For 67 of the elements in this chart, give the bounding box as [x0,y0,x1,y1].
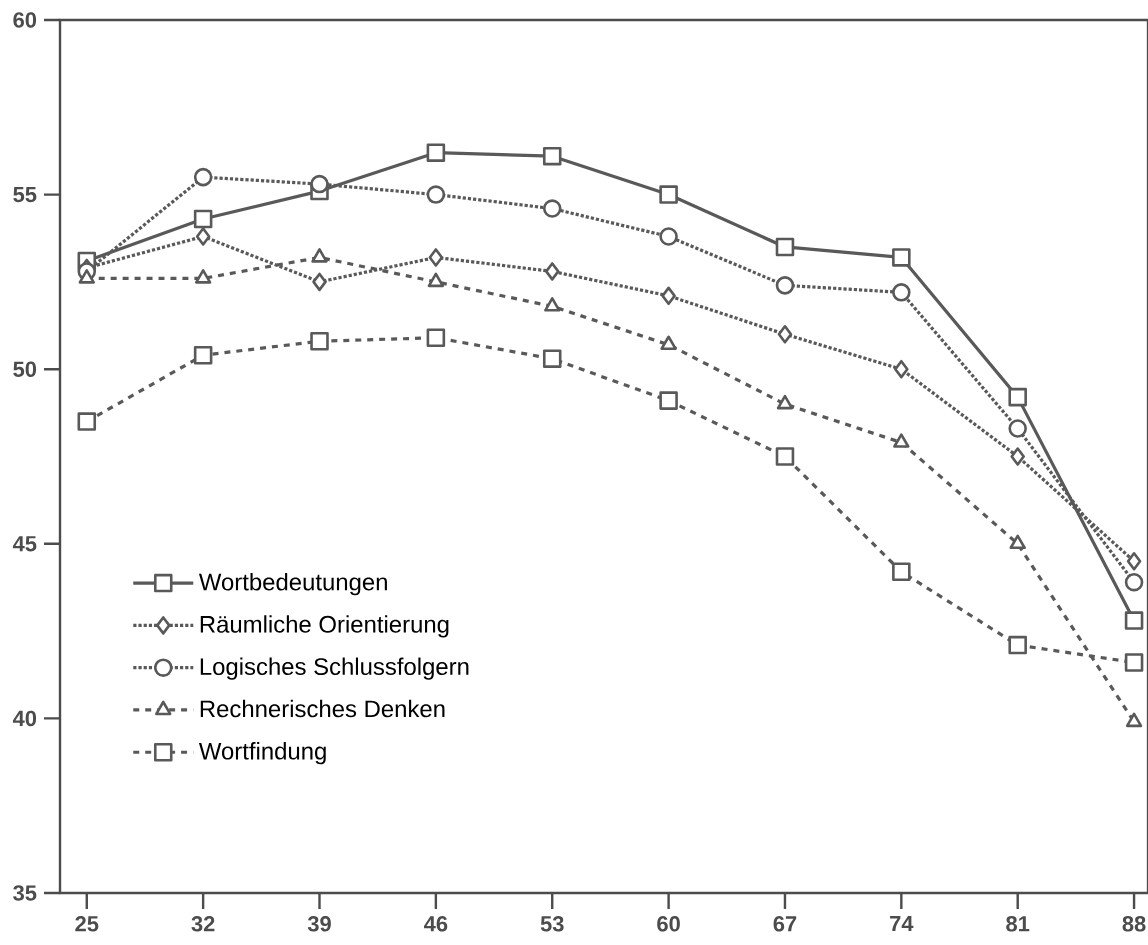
point [1124,611,1144,630]
point [661,286,676,306]
y-tick-label: 60 [13,12,37,28]
point [775,237,795,257]
legend-label: Räumliche Orientierung [200,615,449,638]
point [195,227,211,246]
point [892,248,911,267]
point [426,328,446,348]
point [311,248,328,263]
point [77,412,97,431]
point [775,276,795,295]
x-tick-label: 81 [1006,916,1030,932]
point [1124,653,1144,672]
point [893,433,910,448]
point [427,272,445,288]
point [312,272,327,292]
x-tick-label: 39 [307,916,331,932]
x-tick-label: 88 [1122,916,1146,932]
legend-label: Wortbedeutungen [198,572,387,596]
point [193,167,213,187]
point [1126,551,1142,571]
point [892,283,911,302]
point [542,349,562,368]
point [426,143,446,162]
point [194,269,212,284]
point [1008,387,1027,407]
point [426,185,446,204]
point [193,345,213,365]
x-tick-label: 67 [773,916,797,932]
point [1008,419,1027,438]
point [193,209,213,229]
legend-label: Rechnerisches Denken [200,699,445,718]
x-tick-label: 46 [424,916,448,932]
point [544,262,560,281]
point [542,146,562,166]
y-tick-label: 55 [13,186,37,203]
y-tick-label: 35 [13,885,37,901]
x-tick-label: 32 [191,916,215,932]
x-tick-label: 53 [540,916,564,932]
point [544,297,561,312]
point [1009,534,1026,550]
y-tick-label: 40 [12,710,37,727]
point [78,269,95,284]
point [428,248,444,267]
point [1008,635,1027,655]
y-tick-label: 45 [12,536,37,552]
point [659,185,678,204]
x-tick-label: 74 [890,916,914,932]
point [310,174,329,194]
point [659,391,678,410]
point [1124,572,1144,592]
point [894,359,909,379]
point [310,331,329,351]
point [777,324,793,344]
point [892,562,911,581]
point [542,199,562,218]
x-tick-label: 60 [657,916,680,932]
legend-label: Logisches Schlussfolgern [200,657,469,680]
point [776,394,794,410]
point [1010,447,1025,466]
point [775,447,795,466]
point [1125,712,1143,728]
point [659,227,678,246]
legend-label: Wortfindung [198,742,326,765]
y-tick-label: 50 [13,361,37,377]
x-tick-label: 25 [75,916,99,932]
point [660,335,677,351]
